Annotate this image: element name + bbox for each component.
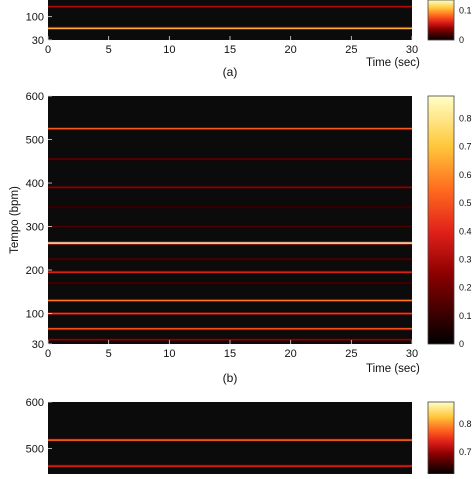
x-tick-label: 20: [285, 348, 297, 360]
heatmap-bands: [48, 127, 412, 342]
x-tick-label: 30: [406, 348, 418, 360]
colorbar-tick-label: 0.7: [459, 447, 472, 457]
y-tick-label: 100: [26, 12, 44, 24]
heatmap-band: [48, 299, 412, 302]
colorbar-tick-label: 0.7: [459, 142, 472, 152]
heatmap-band: [48, 439, 412, 441]
colorbar-ticks: 0.10: [459, 5, 472, 45]
colorbar-tick-label: 0.8: [459, 419, 472, 429]
panel-label: (b): [223, 371, 238, 385]
heatmap-band: [48, 328, 412, 330]
colorbar-tick-label: 0.1: [459, 5, 472, 15]
colorbar-tick-label: 0.5: [459, 198, 472, 208]
y-tick-label: 100: [26, 309, 44, 321]
colorbar: [427, 95, 455, 345]
y-tick-label: 600: [26, 397, 44, 409]
x-tick-label: 20: [285, 44, 297, 56]
x-axis-ticks: 0 5 10 15 20 25 30: [45, 340, 418, 360]
heatmap-band: [48, 338, 412, 341]
colorbar-tick-label: 0.4: [459, 226, 472, 236]
x-tick-label: 25: [345, 44, 357, 56]
y-tick-label: 300: [26, 222, 44, 234]
x-axis-label: Time (sec): [366, 363, 420, 375]
heatmap-band: [48, 271, 412, 273]
y-tick-label: 500: [26, 443, 44, 455]
x-axis-label: Time (sec): [366, 57, 420, 69]
panel-c: 600 500 0.8 0.7: [26, 397, 472, 475]
x-axis-ticks: 0 5 10 15 20 25 30: [45, 36, 418, 56]
heatmap-plot-area: [48, 96, 412, 344]
x-tick-label: 10: [163, 44, 175, 56]
y-axis-ticks: 100 30: [26, 12, 52, 47]
heatmap-band: [48, 27, 412, 30]
x-tick-label: 5: [106, 348, 112, 360]
colorbar-ticks: 0.8 0.7 0.6 0.5 0.4 0.3 0.2 0.1 0: [459, 114, 472, 349]
x-tick-label: 25: [345, 348, 357, 360]
y-tick-label: 600: [26, 91, 44, 103]
heatmap-band: [48, 127, 412, 130]
colorbar-tick-label: 0.1: [459, 311, 472, 321]
heatmap-plot-area: [48, 402, 412, 474]
heatmap-bands: [48, 5, 412, 30]
x-tick-label: 0: [45, 348, 51, 360]
colorbar-tick-label: 0.3: [459, 254, 472, 264]
heatmap-band: [48, 206, 412, 208]
y-tick-label: 400: [26, 178, 44, 190]
colorbar-tick-label: 0.6: [459, 170, 472, 180]
x-tick-label: 15: [224, 44, 236, 56]
heatmap-band: [48, 5, 412, 8]
y-tick-label: 500: [26, 135, 44, 147]
y-tick-label: 200: [26, 265, 44, 277]
colorbar-tick-label: 0: [459, 339, 464, 349]
panel-b: 0 5 10 15 20 25 30 600 500 400 300 200 100 30 Tempo …: [9, 91, 472, 385]
y-axis-ticks: 600 500 400 300 200 100 30: [26, 91, 52, 351]
heatmap-band: [48, 158, 412, 160]
heatmap-band: [48, 465, 412, 467]
x-tick-label: 30: [406, 44, 418, 56]
colorbar: [427, 0, 455, 41]
heatmap-band: [48, 186, 412, 189]
heatmap-band: [48, 312, 412, 315]
y-axis-ticks: 600 500: [26, 397, 52, 455]
heatmap-band: [48, 258, 412, 260]
colorbar: [427, 401, 455, 475]
heatmap-band: [48, 242, 412, 244]
heatmap-band: [48, 225, 412, 228]
y-tick-label: 30: [32, 339, 44, 351]
y-tick-label: 30: [32, 35, 44, 47]
colorbar-tick-label: 0.8: [459, 114, 472, 124]
colorbar-tick-label: 0.2: [459, 283, 472, 293]
x-tick-label: 0: [45, 44, 51, 56]
x-tick-label: 10: [163, 348, 175, 360]
colorbar-tick-label: 0: [459, 35, 464, 45]
x-tick-label: 5: [106, 44, 112, 56]
y-axis-label: Tempo (bpm): [9, 186, 21, 254]
heatmap-bands: [48, 438, 412, 468]
heatmap-band: [48, 282, 412, 284]
x-tick-label: 15: [224, 348, 236, 360]
colorbar-ticks: 0.8 0.7: [459, 419, 472, 457]
panel-label: (a): [223, 65, 238, 79]
